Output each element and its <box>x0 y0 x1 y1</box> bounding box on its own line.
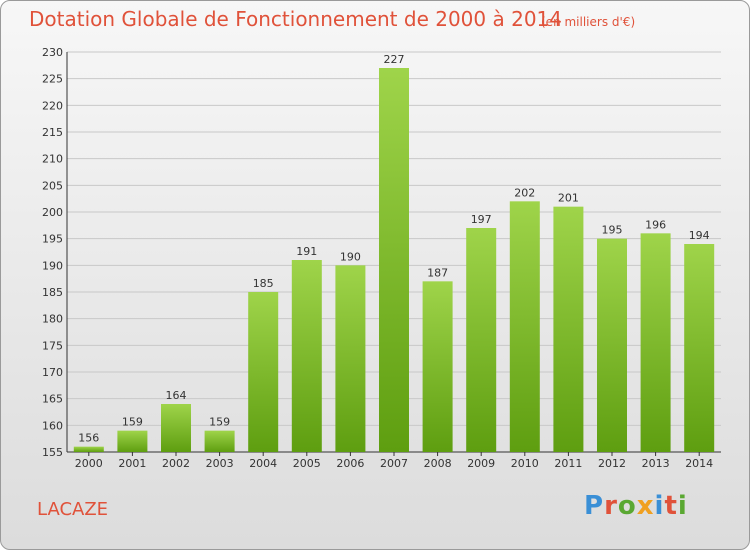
bar <box>248 292 279 452</box>
bar <box>466 228 497 452</box>
logo-letter: P <box>584 491 605 521</box>
y-tick-label: 215 <box>42 126 63 139</box>
chart-title: Dotation Globale de Fonctionnement de 20… <box>29 7 562 31</box>
bar <box>684 244 715 452</box>
place-name: LACAZE <box>37 499 109 520</box>
bar-value-label: 202 <box>514 186 535 199</box>
y-tick-label: 230 <box>42 46 63 59</box>
x-tick-label: 2004 <box>249 457 277 470</box>
bar-value-label: 159 <box>209 416 230 429</box>
x-tick-label: 2013 <box>642 457 670 470</box>
y-tick-label: 210 <box>42 153 63 166</box>
bar-value-label: 190 <box>340 250 361 263</box>
y-tick-label: 160 <box>42 419 63 432</box>
y-tick-label: 170 <box>42 366 63 379</box>
logo-letter: t <box>664 491 678 521</box>
logo-letter: x <box>636 491 655 521</box>
x-tick-label: 2007 <box>380 457 408 470</box>
bar-value-label: 156 <box>78 432 99 445</box>
y-tick-label: 175 <box>42 339 63 352</box>
bar-value-label: 194 <box>689 229 710 242</box>
x-tick-label: 2009 <box>467 457 495 470</box>
y-tick-label: 180 <box>42 313 63 326</box>
x-tick-label: 2002 <box>162 457 190 470</box>
bar-layer <box>73 68 715 452</box>
bar-value-label: 197 <box>471 213 492 226</box>
bar-value-label: 191 <box>296 245 317 258</box>
x-tick-label: 2001 <box>118 457 146 470</box>
logo-letter: i <box>654 491 665 521</box>
x-tick-label: 2006 <box>336 457 364 470</box>
bar <box>73 446 104 452</box>
y-tick-label: 225 <box>42 73 63 86</box>
chart-subtitle: (en milliers d'€) <box>541 15 636 29</box>
bar <box>379 68 409 452</box>
logo-letter: i <box>677 491 688 521</box>
bar-value-label: 201 <box>558 192 579 205</box>
x-tick-label: 2003 <box>206 457 234 470</box>
x-tick-label: 2000 <box>75 457 103 470</box>
bar <box>640 233 671 452</box>
logo-letter: o <box>617 491 637 521</box>
bar-value-label: 187 <box>427 266 448 279</box>
y-tick-label: 190 <box>42 259 63 272</box>
bar <box>335 265 366 452</box>
y-tick-label: 200 <box>42 206 63 219</box>
y-tick-label: 165 <box>42 393 63 406</box>
bar-value-label: 164 <box>166 389 187 402</box>
bar-value-label: 227 <box>384 53 405 66</box>
x-tick-label: 2012 <box>598 457 626 470</box>
bar-value-label: 195 <box>602 224 623 237</box>
y-tick-label: 195 <box>42 233 63 246</box>
y-tick-label: 185 <box>42 286 63 299</box>
bar-value-label: 159 <box>122 416 143 429</box>
x-tick-label: 2014 <box>685 457 713 470</box>
x-tick-label: 2010 <box>511 457 539 470</box>
bar <box>117 430 148 452</box>
y-tick-label: 220 <box>42 99 63 112</box>
x-tick-label: 2011 <box>554 457 582 470</box>
logo-letter: r <box>604 491 618 521</box>
proxiti-logo: Proxiti <box>584 491 688 521</box>
bar-value-label: 196 <box>645 218 666 231</box>
bar <box>204 430 235 452</box>
x-tick-label: 2005 <box>293 457 321 470</box>
y-tick-label: 205 <box>42 179 63 192</box>
bar <box>509 201 540 452</box>
bar <box>553 206 584 452</box>
x-tick-label: 2008 <box>424 457 452 470</box>
label-layer: 155 160 165 170 175 180 185 190 195 200 205 210 215 2… <box>42 46 713 470</box>
bar <box>161 404 191 452</box>
bar <box>291 260 322 452</box>
bar <box>422 281 453 452</box>
bar-value-label: 185 <box>253 277 274 290</box>
bar <box>597 238 627 452</box>
y-tick-label: 155 <box>42 446 63 459</box>
